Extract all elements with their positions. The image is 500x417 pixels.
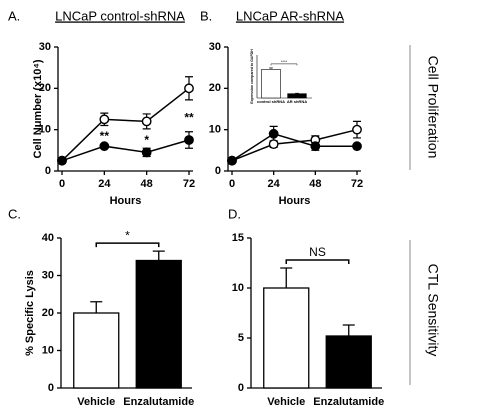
error-bar [90, 301, 103, 313]
series-line [231, 128, 358, 162]
y-tick-label: 0 [238, 382, 244, 394]
error-bar [342, 324, 355, 336]
data-point [184, 83, 194, 94]
y-tick-label: 15 [232, 232, 244, 244]
error-bar [280, 267, 293, 288]
data-point [352, 124, 362, 135]
significance-label: * [125, 228, 130, 242]
x-tick-label: control shRNA [257, 99, 285, 104]
y-tick-label: 20 [209, 82, 221, 94]
x-tick-label: AR shRNA [287, 99, 307, 104]
significance-label: NS [309, 245, 326, 259]
x-tick-label: 48 [141, 178, 153, 190]
significance-bracket [95, 242, 160, 248]
y-tick-label: 10 [42, 344, 54, 356]
bar [263, 287, 310, 389]
data-point [99, 114, 110, 125]
x-tick-label: Vehicle [267, 396, 305, 408]
x-tick-label: 48 [309, 178, 321, 190]
bar [287, 93, 307, 99]
y-tick-label: 20 [39, 82, 51, 94]
y-axis-label: % Specific Lysis [24, 270, 36, 356]
data-point [184, 135, 194, 145]
panel-label: C. [8, 206, 21, 221]
chart-title: LNCaP control-shRNA [55, 8, 185, 23]
data-point [227, 155, 237, 166]
data-point [310, 141, 321, 152]
series-line [231, 132, 357, 162]
y-tick-label: 30 [42, 269, 54, 281]
error-bar [152, 250, 165, 261]
significance-bracket [285, 259, 350, 264]
y-tick-label: 10 [232, 282, 244, 294]
y-tick-label: 10 [39, 124, 51, 136]
x-tick-label: 72 [351, 178, 363, 190]
significance-label: ** [184, 110, 194, 124]
x-tick-label: 0 [229, 178, 235, 190]
y-axis-label: Expression compared to GAPDH [250, 49, 254, 104]
y-tick-label: 30 [39, 41, 51, 53]
side-label: Cell Proliferation [425, 56, 441, 159]
bar [73, 312, 120, 389]
bar [261, 69, 281, 99]
y-tick-label: 10 [209, 124, 221, 136]
x-tick-label: 0 [59, 178, 65, 190]
data-point [57, 155, 67, 166]
y-tick-label: 0 [215, 165, 221, 177]
panel-label: D. [228, 206, 241, 221]
x-tick-label: Enzalutamide [313, 396, 384, 408]
series-line [61, 87, 190, 162]
x-axis-label: Hours [279, 195, 311, 207]
y-tick-label: 40 [42, 232, 54, 244]
series-line [61, 139, 190, 162]
data-point [268, 139, 279, 150]
x-tick-label: Enzalutamide [123, 396, 194, 408]
panel-label: B. [200, 8, 212, 23]
y-tick-label: 30 [209, 41, 221, 53]
data-point [352, 141, 362, 152]
y-tick-label: 5 [238, 332, 244, 344]
x-tick-label: Vehicle [77, 396, 115, 408]
significance-label: * [144, 133, 149, 147]
y-tick-label: 0 [45, 165, 51, 177]
significance-label: ** [100, 129, 110, 143]
chart-title: LNCaP AR-shRNA [236, 8, 344, 23]
y-axis-label: Cell Number (x10⁴) [32, 59, 44, 158]
significance-bracket [270, 63, 298, 66]
bar [325, 335, 372, 389]
data-point [99, 141, 110, 152]
significance-label: **** [281, 59, 288, 64]
panel-label: A. [8, 8, 20, 23]
data-point [268, 128, 279, 139]
bar [135, 259, 182, 389]
x-tick-label: 72 [183, 178, 195, 190]
side-label: CTL Sensitivity [425, 264, 441, 357]
x-axis-label: Hours [110, 195, 142, 207]
x-tick-label: 24 [268, 178, 281, 190]
data-point [141, 116, 152, 127]
x-tick-label: 24 [98, 178, 111, 190]
data-point [141, 147, 152, 158]
y-tick-label: 0 [48, 382, 54, 394]
y-tick-label: 20 [42, 307, 54, 319]
